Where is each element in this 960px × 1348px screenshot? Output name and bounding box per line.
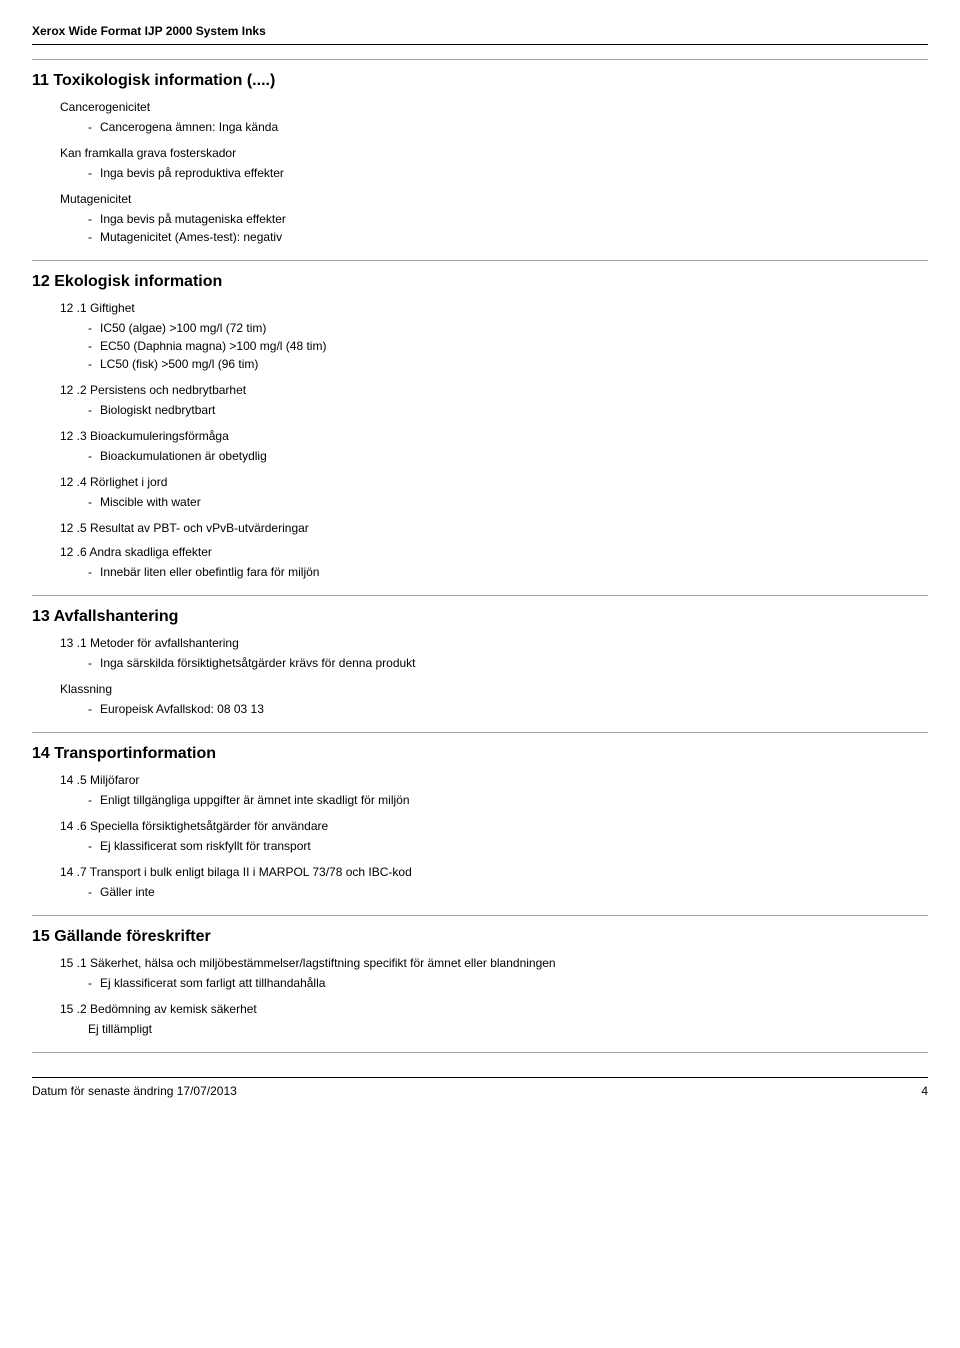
mutagenicitet-list: Inga bevis på mutageniska effekter Mutag… xyxy=(88,210,928,246)
list-item: Ej klassificerat som farligt att tillhan… xyxy=(88,974,928,992)
section-rule xyxy=(32,1052,928,1053)
fosterskador-label: Kan framkalla grava fosterskador xyxy=(60,146,928,160)
mutagenicitet-label: Mutagenicitet xyxy=(60,192,928,206)
footer-page-number: 4 xyxy=(921,1084,928,1098)
section-rule xyxy=(32,732,928,733)
section-14-heading: 14 Transportinformation xyxy=(32,745,928,763)
sub-12-4-label: 12 .4 Rörlighet i jord xyxy=(60,475,928,489)
section-12-heading: 12 Ekologisk information xyxy=(32,273,928,291)
sub-12-5-label: 12 .5 Resultat av PBT- och vPvB-utvärder… xyxy=(60,521,928,535)
list-item: Gäller inte xyxy=(88,883,928,901)
list-item: Miscible with water xyxy=(88,493,928,511)
section-rule xyxy=(32,915,928,916)
section-rule xyxy=(32,595,928,596)
footer-date: Datum för senaste ändring 17/07/2013 xyxy=(32,1084,237,1098)
sub-12-4-list: Miscible with water xyxy=(88,493,928,511)
sub-12-6-list: Innebär liten eller obefintlig fara för … xyxy=(88,563,928,581)
list-item: Inga bevis på reproduktiva effekter xyxy=(88,164,928,182)
sub-14-5-list: Enligt tillgängliga uppgifter är ämnet i… xyxy=(88,791,928,809)
sub-15-2-label: 15 .2 Bedömning av kemisk säkerhet xyxy=(60,1002,928,1016)
list-item: Biologiskt nedbrytbart xyxy=(88,401,928,419)
cancerogenicitet-label: Cancerogenicitet xyxy=(60,100,928,114)
list-item: Cancerogena ämnen: Inga kända xyxy=(88,118,928,136)
sub-14-6-list: Ej klassificerat som riskfyllt för trans… xyxy=(88,837,928,855)
sub-13-1-label: 13 .1 Metoder för avfallshantering xyxy=(60,636,928,650)
sub-15-1-list: Ej klassificerat som farligt att tillhan… xyxy=(88,974,928,992)
list-item: Bioackumulationen är obetydlig xyxy=(88,447,928,465)
list-item: IC50 (algae) >100 mg/l (72 tim) xyxy=(88,319,928,337)
list-item: Inga bevis på mutageniska effekter xyxy=(88,210,928,228)
list-item: Enligt tillgängliga uppgifter är ämnet i… xyxy=(88,791,928,809)
list-item: Innebär liten eller obefintlig fara för … xyxy=(88,563,928,581)
document-page: Xerox Wide Format IJP 2000 System Inks 1… xyxy=(0,0,960,1114)
footer: Datum för senaste ändring 17/07/2013 4 xyxy=(32,1077,928,1098)
sub-12-6-label: 12 .6 Andra skadliga effekter xyxy=(60,545,928,559)
sub-15-2-value: Ej tillämpligt xyxy=(88,1020,928,1038)
section-rule xyxy=(32,260,928,261)
sub-14-5-label: 14 .5 Miljöfaror xyxy=(60,773,928,787)
sub-14-6-label: 14 .6 Speciella försiktighetsåtgärder fö… xyxy=(60,819,928,833)
sub-12-3-list: Bioackumulationen är obetydlig xyxy=(88,447,928,465)
klassning-label: Klassning xyxy=(60,682,928,696)
sub-14-7-list: Gäller inte xyxy=(88,883,928,901)
sub-12-2-list: Biologiskt nedbrytbart xyxy=(88,401,928,419)
list-item: Mutagenicitet (Ames-test): negativ xyxy=(88,228,928,246)
section-15-heading: 15 Gällande föreskrifter xyxy=(32,928,928,946)
sub-12-2-label: 12 .2 Persistens och nedbrytbarhet xyxy=(60,383,928,397)
section-rule xyxy=(32,59,928,60)
document-header: Xerox Wide Format IJP 2000 System Inks xyxy=(32,24,928,44)
fosterskador-list: Inga bevis på reproduktiva effekter xyxy=(88,164,928,182)
list-item: EC50 (Daphnia magna) >100 mg/l (48 tim) xyxy=(88,337,928,355)
sub-12-3-label: 12 .3 Bioackumuleringsförmåga xyxy=(60,429,928,443)
klassning-list: Europeisk Avfallskod: 08 03 13 xyxy=(88,700,928,718)
list-item: Europeisk Avfallskod: 08 03 13 xyxy=(88,700,928,718)
sub-14-7-label: 14 .7 Transport i bulk enligt bilaga II … xyxy=(60,865,928,879)
list-item: LC50 (fisk) >500 mg/l (96 tim) xyxy=(88,355,928,373)
cancerogenicitet-list: Cancerogena ämnen: Inga kända xyxy=(88,118,928,136)
list-item: Inga särskilda försiktighetsåtgärder krä… xyxy=(88,654,928,672)
section-13-heading: 13 Avfallshantering xyxy=(32,608,928,626)
sub-15-1-label: 15 .1 Säkerhet, hälsa och miljöbestämmel… xyxy=(60,956,928,970)
list-item: Ej klassificerat som riskfyllt för trans… xyxy=(88,837,928,855)
sub-12-1-label: 12 .1 Giftighet xyxy=(60,301,928,315)
section-11-heading: 11 Toxikologisk information (....) xyxy=(32,72,928,90)
sub-12-1-list: IC50 (algae) >100 mg/l (72 tim) EC50 (Da… xyxy=(88,319,928,373)
header-rule xyxy=(32,44,928,45)
sub-13-1-list: Inga särskilda försiktighetsåtgärder krä… xyxy=(88,654,928,672)
